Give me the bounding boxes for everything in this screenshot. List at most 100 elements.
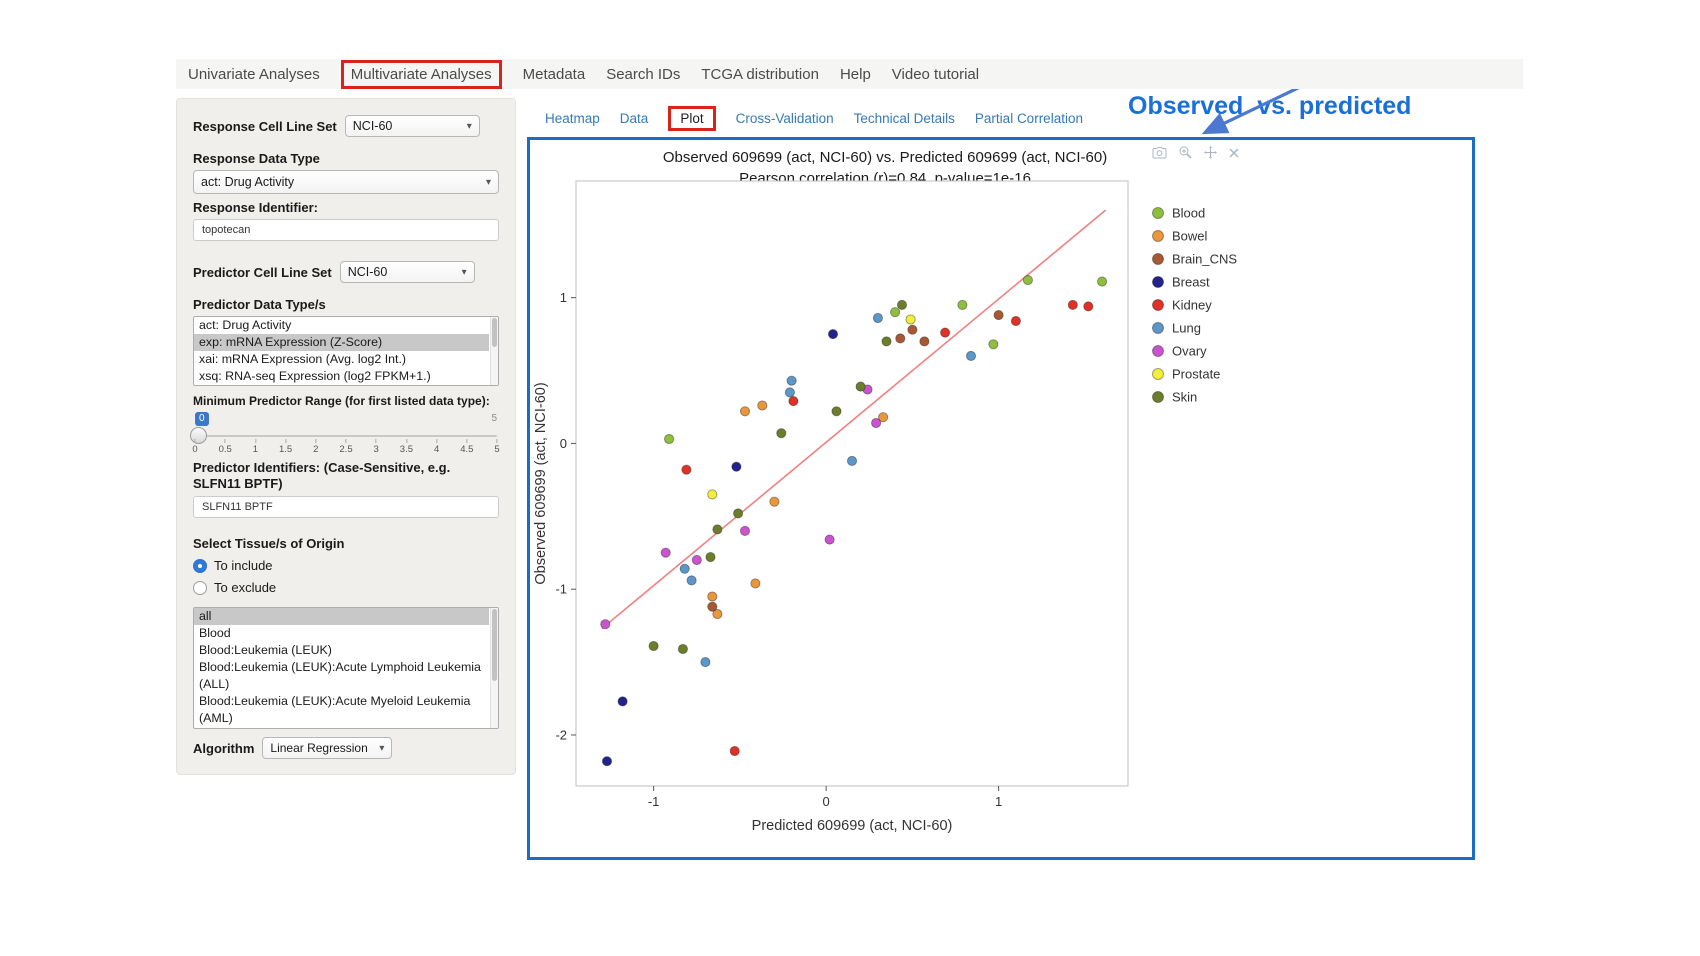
scrollbar-thumb[interactable] bbox=[492, 318, 497, 347]
slider-track[interactable] bbox=[195, 435, 497, 437]
scrollbar[interactable] bbox=[490, 317, 498, 385]
algorithm-label: Algorithm bbox=[193, 740, 255, 756]
point-ovary bbox=[739, 525, 751, 536]
predictor-cell-line-set-select[interactable]: NCI-60 ▾ bbox=[339, 261, 475, 283]
subtab-data[interactable]: Data bbox=[619, 111, 649, 126]
predictor-identifiers-label: Predictor Identifiers: (Case-Sensitive, … bbox=[193, 460, 451, 491]
legend-label-brain-cns: Brain_CNS bbox=[1172, 252, 1237, 267]
subtab-partial-correlation[interactable]: Partial Correlation bbox=[974, 111, 1083, 126]
point-skin bbox=[881, 336, 892, 347]
slider-tick-3-5: 3.5 bbox=[400, 439, 413, 455]
algorithm-select[interactable]: Linear Regression ▾ bbox=[262, 737, 393, 759]
legend-swatch-ovary bbox=[1152, 345, 1164, 357]
legend-swatch-blood bbox=[1152, 207, 1164, 219]
point-lung bbox=[784, 387, 795, 398]
legend-swatch-lung bbox=[1152, 322, 1164, 334]
point-kidney bbox=[681, 464, 692, 475]
predictor-identifiers-input[interactable] bbox=[193, 496, 499, 518]
radio-unselected-icon[interactable] bbox=[193, 580, 207, 595]
slider-tick-5: 5 bbox=[494, 439, 500, 455]
legend-swatch-brain-cns bbox=[1152, 253, 1164, 265]
legend-label-skin: Skin bbox=[1172, 390, 1197, 405]
plot-subtabs: Heatmap Data Plot Cross-Validation Technical… bbox=[545, 106, 1083, 131]
nav-item-multivariate-analyses[interactable]: Multivariate Analyses bbox=[340, 59, 502, 89]
nav-item-tcga-distribution[interactable]: TCGA distribution bbox=[701, 65, 819, 83]
camera-icon[interactable] bbox=[1152, 146, 1167, 159]
response-cell-line-set-value: NCI-60 bbox=[352, 119, 393, 133]
legend-swatch-kidney bbox=[1152, 299, 1164, 311]
legend-item-prostate[interactable]: Prostate bbox=[1152, 367, 1221, 382]
slider-handle[interactable] bbox=[190, 427, 207, 444]
option-blood-leukemia-leuk-acute-myeloid-leukemia-aml[interactable]: Blood:Leukemia (LEUK):Acute Myeloid Leuk… bbox=[199, 694, 471, 725]
slider-tick-3: 3 bbox=[374, 439, 379, 455]
slider-tick-1-5: 1.5 bbox=[279, 439, 292, 455]
point-skin bbox=[896, 299, 908, 310]
slider-max-label: 5 bbox=[491, 413, 497, 424]
chevron-down-icon: ▾ bbox=[461, 266, 467, 278]
legend-item-bowel[interactable]: Bowel bbox=[1152, 229, 1208, 244]
response-data-type-select[interactable]: act: Drug Activity ▾ bbox=[193, 170, 499, 194]
option-blood[interactable]: Blood bbox=[199, 626, 231, 640]
point-brain-cns bbox=[993, 310, 1004, 321]
x-tick-label: -1 bbox=[648, 794, 660, 809]
annotation-line1: Observed vs. predicted bbox=[1128, 92, 1412, 120]
subtab-cross-validation[interactable]: Cross-Validation bbox=[735, 111, 834, 126]
subtab-plot[interactable]: Plot bbox=[668, 106, 716, 131]
legend-swatch-skin bbox=[1152, 391, 1164, 403]
point-breast bbox=[601, 756, 613, 767]
subtab-technical-details[interactable]: Technical Details bbox=[853, 111, 955, 126]
zoom-in-icon[interactable] bbox=[1179, 146, 1192, 159]
response-cell-line-set-select[interactable]: NCI-60 ▾ bbox=[344, 115, 480, 137]
option-xsq-rna-seq-expression-log2-fpkm-1[interactable]: xsq: RNA-seq Expression (log2 FPKM+1.) bbox=[199, 369, 431, 383]
point-bowel bbox=[878, 412, 889, 423]
tissue-include-label: To include bbox=[214, 558, 273, 573]
point-lung bbox=[686, 575, 697, 586]
legend-item-lung[interactable]: Lung bbox=[1152, 321, 1201, 336]
option-act-drug-activity[interactable]: act: Drug Activity bbox=[199, 318, 292, 332]
top-nav: Univariate Analyses Multivariate Analyses… bbox=[176, 59, 1523, 89]
legend-item-kidney[interactable]: Kidney bbox=[1152, 298, 1213, 313]
legend-item-skin[interactable]: Skin bbox=[1152, 390, 1198, 405]
legend-item-brain-cns[interactable]: Brain_CNS bbox=[1152, 252, 1238, 267]
point-blood bbox=[957, 299, 968, 310]
option-all[interactable]: all bbox=[194, 608, 489, 625]
option-exp-mrna-expression-z-score[interactable]: exp: mRNA Expression (Z-Score) bbox=[194, 334, 489, 351]
legend-item-ovary[interactable]: Ovary bbox=[1152, 344, 1208, 359]
point-skin bbox=[705, 552, 716, 563]
nav-item-metadata[interactable]: Metadata bbox=[522, 65, 586, 83]
tissue-list[interactable]: all Blood Blood:Leukemia (LEUK) Blood:Leuke… bbox=[193, 607, 499, 729]
predictor-data-type-list[interactable]: act: Drug Activity exp: mRNA Expression (… bbox=[193, 316, 499, 386]
point-brain-cns bbox=[907, 324, 918, 335]
point-bowel bbox=[750, 578, 761, 589]
point-lung bbox=[679, 563, 690, 574]
nav-item-search-ids[interactable]: Search IDs bbox=[606, 65, 681, 83]
point-breast bbox=[827, 329, 839, 340]
subtab-heatmap[interactable]: Heatmap bbox=[545, 111, 600, 126]
response-identifier-input[interactable] bbox=[193, 219, 499, 241]
radio-selected-icon[interactable] bbox=[193, 558, 207, 573]
close-icon[interactable] bbox=[1229, 147, 1239, 158]
response-data-type-value: act: Drug Activity bbox=[201, 175, 295, 189]
x-axis-label: Predicted 609699 (act, NCI-60) bbox=[752, 818, 953, 834]
response-cell-line-set-label: Response Cell Line Set bbox=[193, 118, 337, 134]
legend-item-breast[interactable]: Breast bbox=[1152, 275, 1210, 290]
pan-icon[interactable] bbox=[1204, 146, 1217, 159]
y-tick-label: 1 bbox=[560, 290, 567, 305]
nav-item-video-tutorial[interactable]: Video tutorial bbox=[891, 65, 980, 83]
option-blood-leukemia-leuk-chronic-myelogenous-leukemia-cml[interactable]: Blood:Leukemia (LEUK):Chronic Myelogenou… bbox=[194, 727, 489, 728]
option-blood-leukemia-leuk[interactable]: Blood:Leukemia (LEUK) bbox=[199, 643, 332, 657]
legend-item-blood[interactable]: Blood bbox=[1152, 206, 1206, 221]
option-xai-mrna-expression-avg-log2-int[interactable]: xai: mRNA Expression (Avg. log2 Int.) bbox=[199, 352, 407, 366]
min-range-slider[interactable]: 0 5 0 0.5 1 1.5 2 2.5 3 3.5 4 4.5 5 bbox=[190, 412, 500, 458]
tissue-include-radio[interactable]: To include bbox=[193, 558, 499, 573]
scrollbar-thumb[interactable] bbox=[492, 609, 497, 681]
nav-item-univariate-analyses[interactable]: Univariate Analyses bbox=[188, 65, 320, 83]
tissue-exclude-radio[interactable]: To exclude bbox=[193, 580, 499, 595]
nav-item-help[interactable]: Help bbox=[839, 65, 871, 83]
legend-label-kidney: Kidney bbox=[1172, 298, 1212, 313]
point-skin bbox=[776, 428, 787, 439]
scatter-svg: -1 0 1 -2 -1 0 1 Predicted 609699 (act, NCI-60)… bbox=[533, 180, 1238, 834]
scrollbar[interactable] bbox=[490, 608, 498, 728]
option-blood-leukemia-leuk-acute-lymphoid-leukemia-all[interactable]: Blood:Leukemia (LEUK):Acute Lymphoid Leu… bbox=[199, 660, 481, 691]
tissue-origin-label: Select Tissue/s of Origin bbox=[193, 536, 345, 551]
